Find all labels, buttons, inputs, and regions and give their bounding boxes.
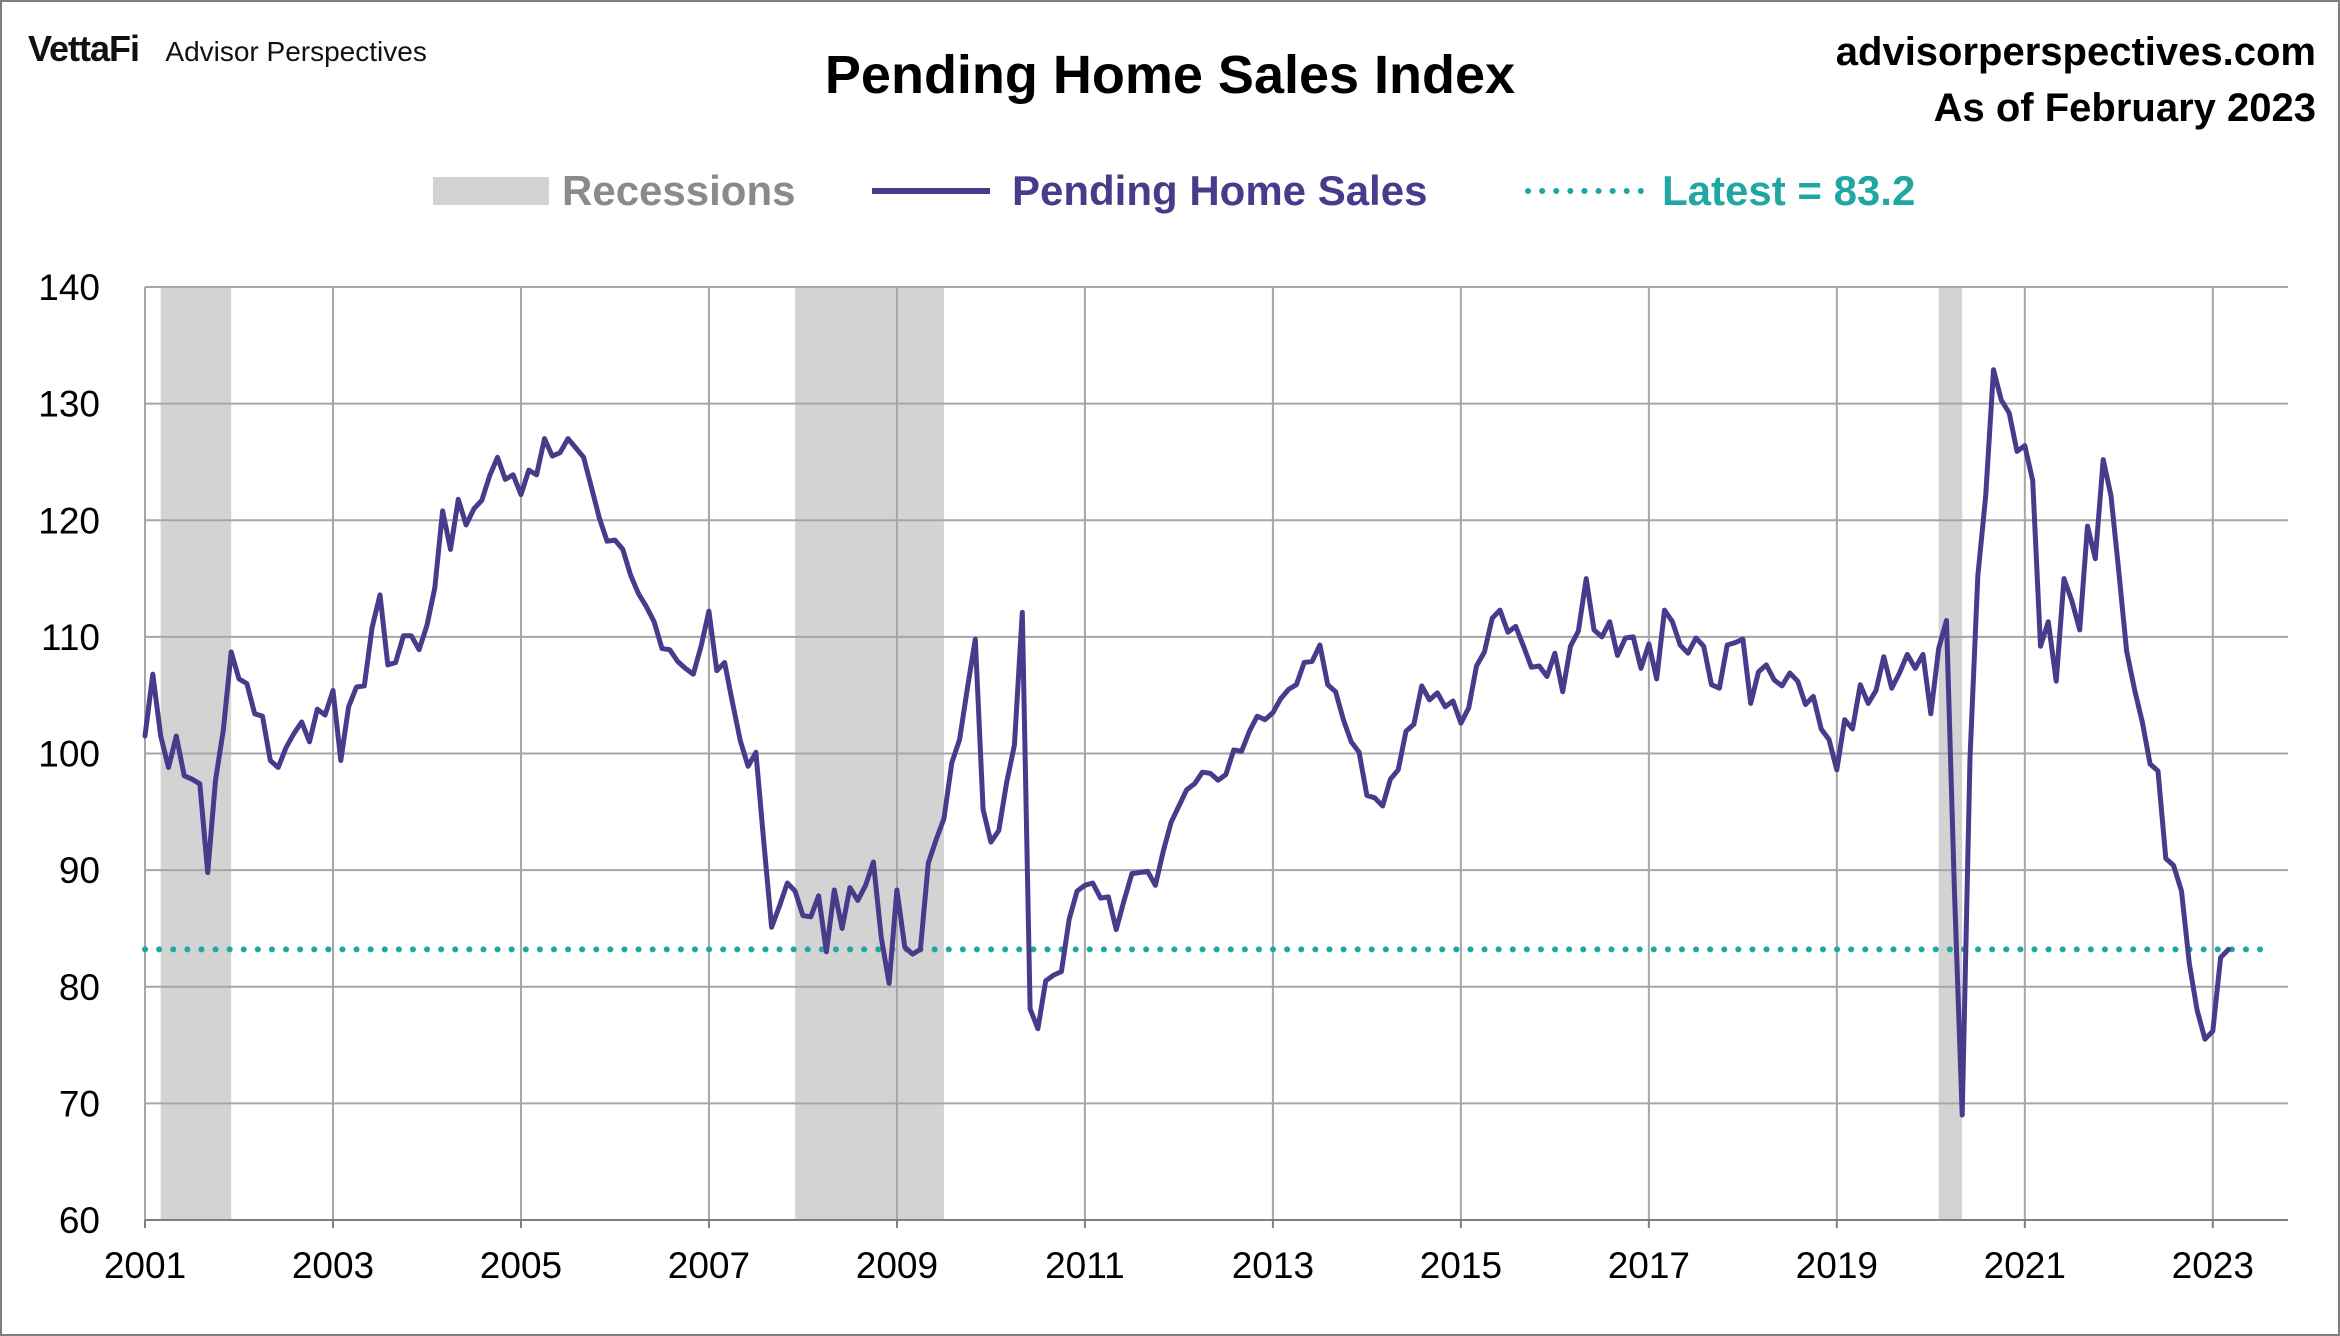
x-tick-label-2013: 2013 [1232, 1245, 1314, 1286]
y-tick-label-140: 140 [38, 267, 100, 308]
y-tick-label-70: 70 [59, 1083, 100, 1124]
series-line-1 [142, 367, 2231, 1118]
x-tick-label-2003: 2003 [292, 1245, 374, 1286]
axes: 60 70 80 90 100 110 120 130 140 2001 2003 2005 2007 2… [38, 267, 2288, 1286]
y-tick-label-90: 90 [59, 850, 100, 891]
brand: VettaFi Advisor Perspectives [28, 28, 427, 70]
site-info: advisorperspectives.com As of February 2… [1836, 24, 2316, 136]
legend-series-label: Pending Home Sales [1012, 167, 1427, 214]
x-tick-label-2021: 2021 [1984, 1245, 2066, 1286]
y-tick-label-120: 120 [38, 500, 100, 541]
x-tick-label-2019: 2019 [1796, 1245, 1878, 1286]
x-tick-label-2011: 2011 [1045, 1245, 1125, 1286]
grid-lines [144, 286, 2288, 1221]
x-tick-label-2007: 2007 [668, 1245, 750, 1286]
x-tick-label-2015: 2015 [1420, 1245, 1502, 1286]
x-tick-label-2009: 2009 [856, 1245, 938, 1286]
chart-title: Pending Home Sales Index [824, 45, 1516, 105]
legend: Recessions Pending Home Sales Latest = 8… [433, 167, 1915, 214]
legend-latest-label: Latest = 83.2 [1662, 167, 1915, 214]
series-group [142, 367, 2231, 1118]
x-tick-label-2001: 2001 [104, 1245, 186, 1286]
x-tick-label-2023: 2023 [2172, 1245, 2254, 1286]
y-tick-label-60: 60 [59, 1200, 100, 1241]
y-tick-label-130: 130 [38, 384, 100, 425]
legend-recession-swatch [433, 177, 549, 205]
series-points [144, 369, 2229, 1116]
site-url: advisorperspectives.com [1835, 30, 2316, 74]
y-tick-label-80: 80 [59, 967, 100, 1008]
y-tick-label-110: 110 [41, 617, 100, 658]
y-tick-label-100: 100 [38, 734, 100, 775]
x-tick-label-2005: 2005 [480, 1245, 562, 1286]
x-tick-label-2017: 2017 [1608, 1245, 1690, 1286]
as-of-date: As of February 2023 [1933, 86, 2316, 130]
vettafi-logo: VettaFi [28, 28, 140, 69]
legend-recession-label: Recessions [562, 167, 795, 214]
brand-subtitle: Advisor Perspectives [165, 36, 427, 67]
